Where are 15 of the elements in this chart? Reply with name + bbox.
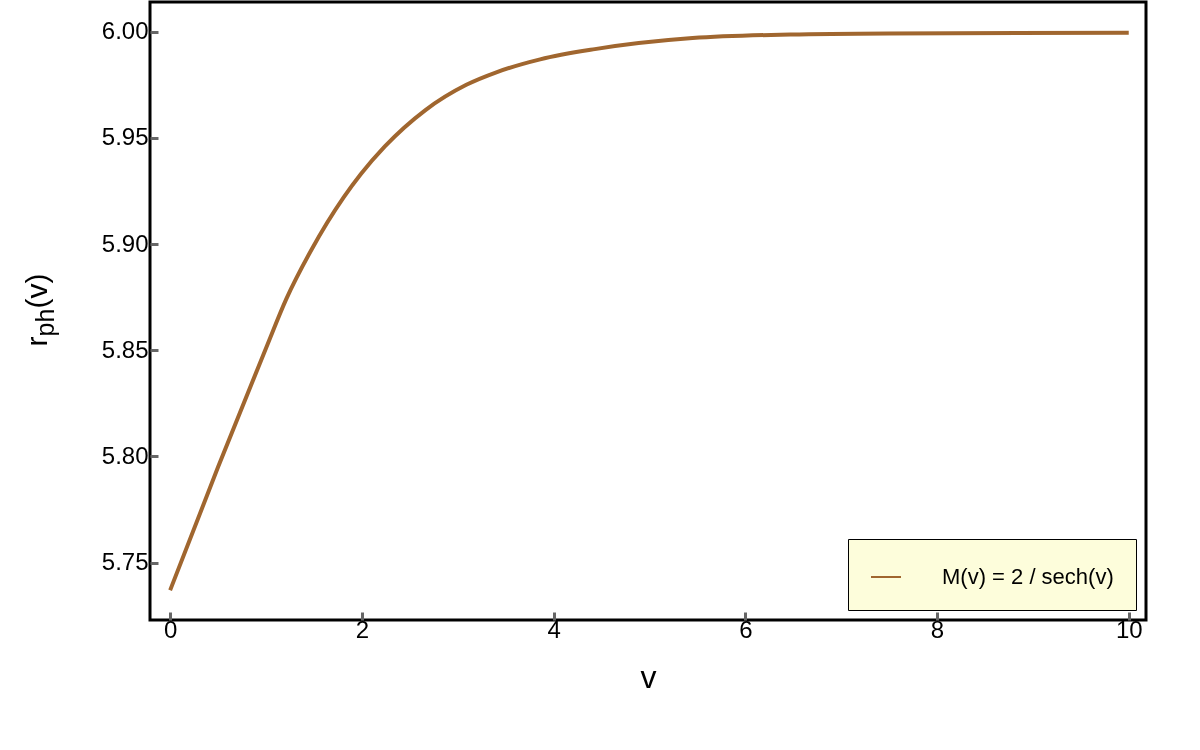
x-tick-label: 4: [547, 615, 561, 643]
y-tick-label: 5.80: [101, 441, 149, 469]
x-tick-label: 2: [355, 615, 370, 643]
x-tick-label: 10: [1115, 615, 1143, 643]
line-series: [168, 30, 1131, 593]
y-tick-label: 5.75: [101, 548, 149, 576]
y-tick-label: 5.95: [101, 123, 149, 151]
y-tick-label: 6.00: [101, 17, 149, 45]
x-tick-label: 8: [930, 615, 945, 643]
x-axis-title: v: [640, 658, 657, 695]
x-tick-label: 6: [739, 615, 753, 643]
legend-label: M(v) = 2 / sech(v): [942, 564, 1114, 589]
x-tick-label: 0: [163, 615, 178, 643]
y-tick-label: 5.90: [101, 229, 149, 257]
y-tick-label: 5.85: [101, 335, 149, 363]
